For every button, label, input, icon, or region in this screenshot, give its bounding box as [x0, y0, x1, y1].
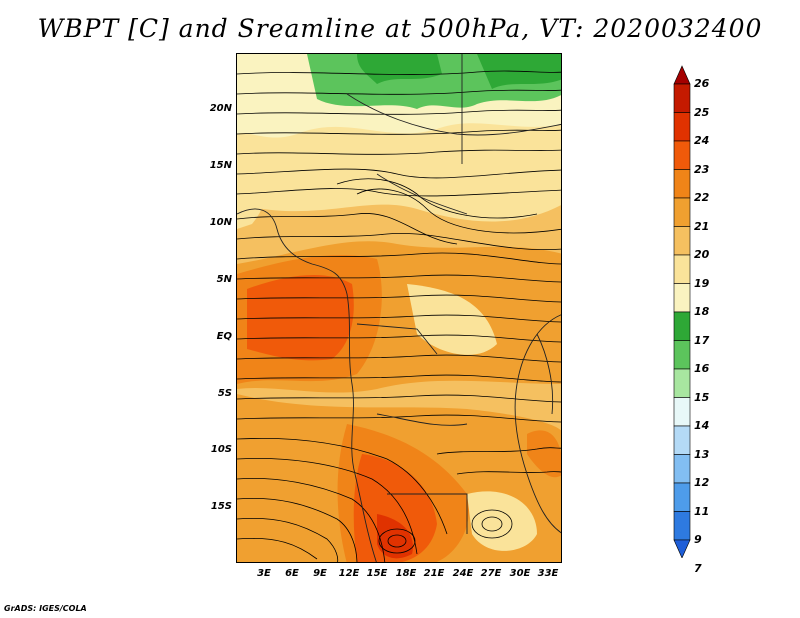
colorbar-label: 14 [694, 419, 710, 432]
colorbar-label: 24 [694, 134, 710, 147]
colorbar-label: 23 [694, 162, 710, 176]
lat-label: 15N [209, 160, 232, 171]
field-19-patch [407, 284, 497, 355]
coastlines [237, 54, 561, 562]
map-canvas [237, 54, 561, 562]
lon-label: 3E [257, 568, 271, 579]
field-22-east [527, 430, 561, 478]
colorbar-label: 15 [694, 390, 710, 404]
colorbar [673, 65, 691, 558]
colorbar-segment [673, 425, 691, 455]
field-17-core [357, 54, 442, 84]
colorbar-segment [673, 254, 691, 284]
colorbar-segment [673, 454, 691, 484]
colorbar-segment [673, 311, 691, 341]
colorbar-label: 21 [694, 219, 710, 233]
colorbar-segment [673, 511, 691, 541]
field-19-west [237, 163, 267, 229]
field-24-south [377, 514, 413, 559]
lon-label: 33E [537, 568, 559, 579]
colorbar-segment [673, 65, 691, 85]
lon-label: 15E [366, 568, 388, 579]
lat-label: 5S [217, 388, 232, 399]
colorbar-label: 25 [694, 105, 710, 119]
colorbar-segment [673, 340, 691, 370]
lon-label: 27E [480, 568, 502, 579]
lat-label: 20N [209, 103, 232, 114]
colorbar-label: 19 [694, 276, 710, 290]
colorbar-segment [673, 397, 691, 427]
lat-label: 10N [209, 217, 232, 228]
lon-label: 21E [423, 568, 445, 579]
colorbar-label: 22 [694, 191, 710, 204]
lon-label: 18E [395, 568, 417, 579]
colorbar-segment [673, 169, 691, 199]
colorbar-segment [673, 482, 691, 512]
lon-label: 9E [313, 568, 327, 579]
colorbar-segment [673, 197, 691, 227]
colorbar-label: 26 [694, 77, 710, 90]
field-19-south [467, 491, 537, 551]
chart-title: WBPT [C] and Sreamline at 500hPa, VT: 20… [37, 14, 763, 43]
colorbar-segment [673, 112, 691, 142]
colorbar-label: 11 [694, 504, 710, 518]
lon-label: 12E [338, 568, 360, 579]
lon-label: 30E [509, 568, 531, 579]
colorbar-label: 12 [694, 476, 710, 489]
lat-label: EQ [216, 331, 232, 342]
colorbar-label: 17 [694, 333, 710, 347]
colorbar-label: 7 [694, 561, 702, 575]
colorbar-label: 18 [694, 305, 710, 318]
colorbar-segment [673, 140, 691, 170]
colorbar-label: 13 [694, 447, 710, 461]
streamlines [237, 70, 561, 562]
lon-label: 24E [452, 568, 474, 579]
colorbar-label: 16 [694, 362, 710, 375]
lon-label: 6E [285, 568, 299, 579]
colorbar-segment [673, 226, 691, 256]
colorbar-segment [673, 283, 691, 313]
colorbar-segment [673, 539, 691, 558]
colorbar-segment [673, 368, 691, 398]
colorbar-segment [673, 83, 691, 113]
credit-text: GrADS: IGES/COLA [4, 604, 87, 613]
colorbar-label: 20 [694, 248, 710, 261]
lat-label: 15S [210, 501, 232, 512]
map-panel [236, 53, 562, 563]
colorbar-label: 9 [694, 533, 702, 546]
lat-label: 5N [216, 274, 232, 285]
lat-label: 10S [210, 444, 232, 455]
